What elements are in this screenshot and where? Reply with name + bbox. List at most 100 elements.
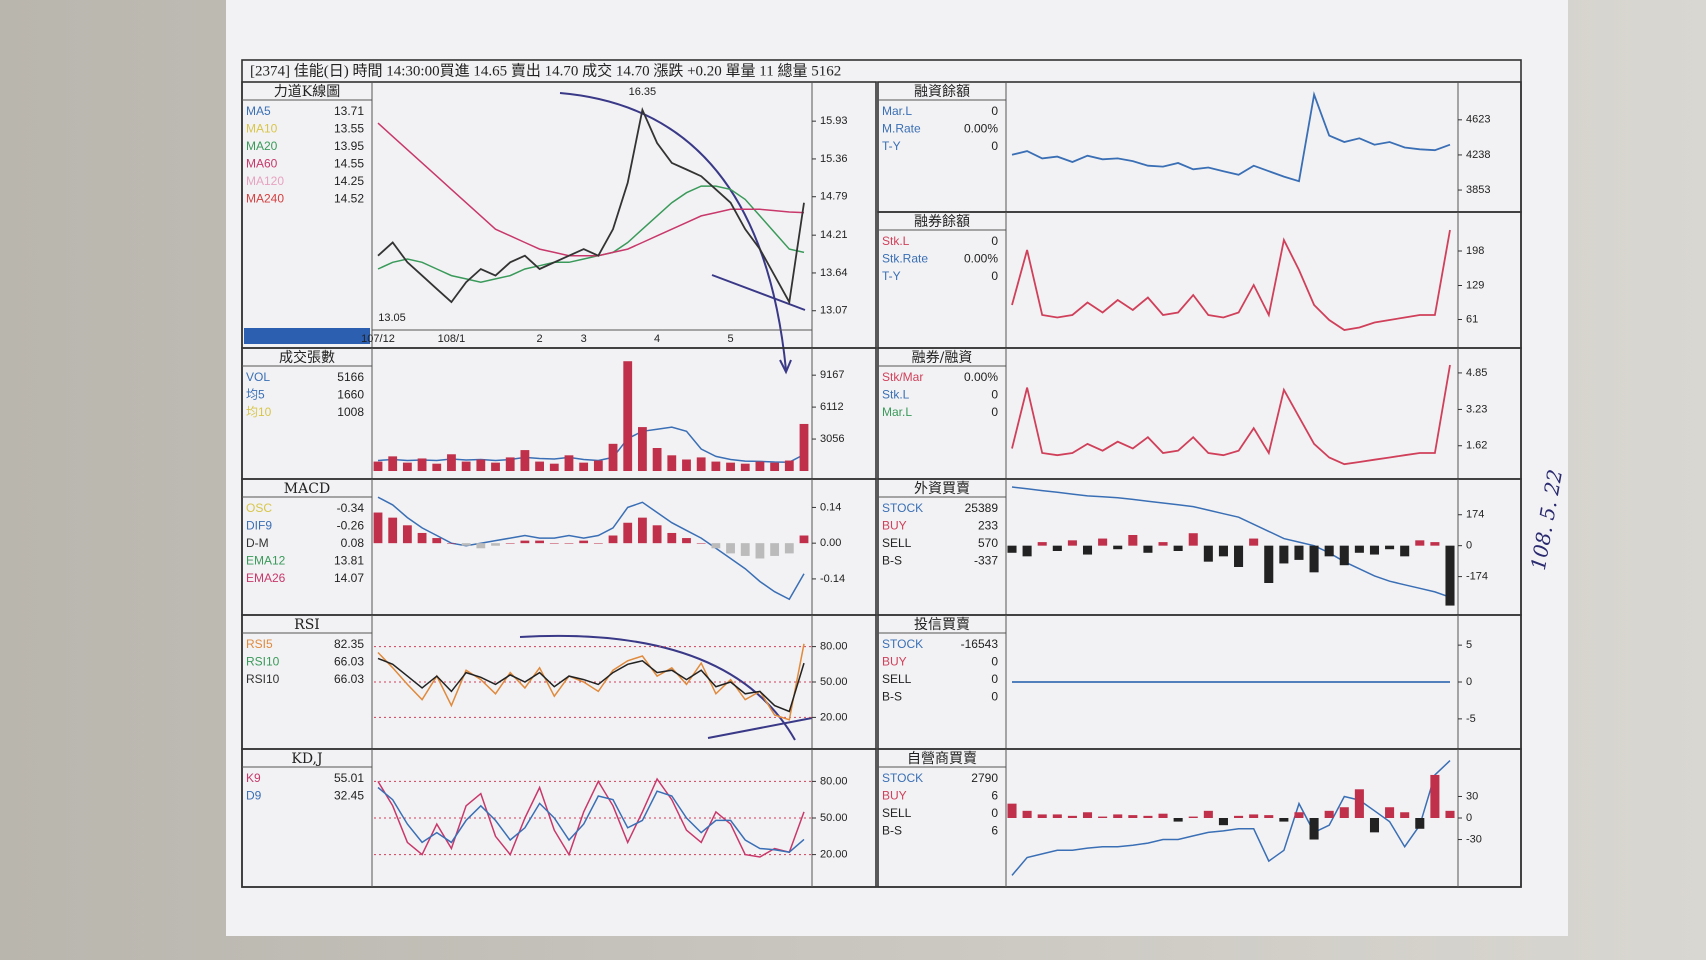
bar bbox=[770, 462, 780, 471]
bar bbox=[1445, 810, 1455, 818]
legend-name: BUY bbox=[882, 789, 907, 803]
bar bbox=[652, 525, 662, 544]
bar bbox=[682, 538, 691, 544]
bar bbox=[1430, 774, 1440, 818]
y-tick-label: 13.64 bbox=[820, 267, 848, 279]
bar bbox=[652, 448, 662, 471]
bar bbox=[1037, 814, 1047, 818]
bar bbox=[1279, 818, 1289, 822]
data-line bbox=[1011, 91, 1451, 183]
bar bbox=[1188, 533, 1198, 546]
bar bbox=[1082, 545, 1093, 555]
bar bbox=[696, 543, 706, 544]
bar bbox=[638, 517, 647, 544]
y-tick-label: 30 bbox=[1466, 790, 1478, 802]
legend-value: 0 bbox=[991, 405, 998, 419]
panel-title: 成交張數 bbox=[279, 349, 335, 366]
bar bbox=[564, 455, 574, 471]
panel-title: 投信買賣 bbox=[914, 617, 970, 633]
legend-value: 13.95 bbox=[334, 139, 364, 153]
bar bbox=[784, 543, 794, 554]
bar bbox=[505, 457, 515, 471]
bar bbox=[1430, 542, 1440, 546]
bar bbox=[373, 461, 383, 471]
bar bbox=[1264, 815, 1274, 818]
y-tick-label: 198 bbox=[1466, 245, 1484, 257]
bar bbox=[1173, 818, 1183, 822]
bar bbox=[1369, 545, 1380, 555]
bar bbox=[1339, 545, 1349, 566]
y-tick-label: 80.00 bbox=[820, 641, 848, 653]
hand-arrow-head bbox=[779, 359, 792, 375]
legend-name: SELL bbox=[882, 672, 912, 686]
legend-value: 0 bbox=[991, 234, 998, 248]
bar bbox=[505, 543, 515, 544]
legend-value: 0 bbox=[991, 690, 998, 704]
bar bbox=[1128, 535, 1138, 546]
bar bbox=[755, 543, 765, 559]
legend-name: STOCK bbox=[882, 771, 923, 785]
legend-name: T-Y bbox=[882, 269, 901, 283]
legend-name: MA120 bbox=[246, 174, 284, 188]
data-line bbox=[1011, 760, 1451, 876]
bar bbox=[564, 543, 574, 544]
bar bbox=[1400, 812, 1410, 818]
legend-value: 13.81 bbox=[334, 554, 364, 568]
panel-title: 力道K線圖 bbox=[274, 84, 340, 100]
bar bbox=[1369, 818, 1380, 833]
panel-title: 外資買賣 bbox=[914, 481, 970, 497]
data-line bbox=[1011, 364, 1451, 466]
legend-name: 均5 bbox=[246, 388, 265, 402]
price-bar-strip bbox=[244, 328, 370, 344]
bar bbox=[1188, 816, 1198, 818]
y-tick-label: 0 bbox=[1466, 812, 1472, 824]
bar bbox=[784, 460, 794, 471]
legend-value: 14.55 bbox=[334, 157, 364, 171]
bar bbox=[726, 543, 735, 554]
y-tick-label: 3056 bbox=[820, 433, 844, 445]
legend-name: MA10 bbox=[246, 122, 278, 136]
bar bbox=[579, 540, 589, 544]
hand-arrow bbox=[519, 634, 796, 741]
legend-value: 14.52 bbox=[334, 192, 364, 206]
legend-name: Stk.L bbox=[882, 388, 910, 402]
legend-value: 233 bbox=[978, 519, 998, 533]
bar bbox=[1234, 815, 1244, 818]
legend-name: B-S bbox=[882, 824, 902, 838]
bar bbox=[402, 462, 412, 471]
bar bbox=[549, 463, 559, 471]
x-tick-label: 107/12 bbox=[361, 333, 395, 345]
bar bbox=[667, 455, 677, 471]
legend-name: MA240 bbox=[246, 192, 284, 206]
bar bbox=[1309, 818, 1319, 840]
bar bbox=[476, 543, 486, 549]
y-tick-label: -0.14 bbox=[820, 573, 845, 585]
legend-value: 570 bbox=[978, 536, 998, 550]
y-tick-label: 14.21 bbox=[820, 229, 848, 241]
bar bbox=[432, 463, 442, 471]
bar bbox=[1158, 813, 1168, 818]
legend-name: BUY bbox=[882, 519, 907, 533]
bar bbox=[1022, 810, 1032, 818]
bar bbox=[1415, 818, 1425, 829]
bar bbox=[1007, 545, 1017, 553]
panel-title: 融券餘額 bbox=[914, 213, 970, 230]
bar bbox=[388, 456, 398, 471]
x-tick-label: 3 bbox=[581, 333, 587, 345]
y-tick-label: 174 bbox=[1466, 509, 1484, 521]
bar bbox=[1143, 815, 1153, 818]
bar bbox=[535, 461, 544, 471]
bar bbox=[491, 543, 500, 546]
y-tick-label: 13.07 bbox=[820, 305, 848, 317]
bar bbox=[1385, 807, 1395, 818]
hand-annotations bbox=[519, 92, 813, 741]
legend-name: MA5 bbox=[246, 104, 271, 118]
bar bbox=[623, 361, 633, 471]
bar bbox=[1445, 545, 1455, 606]
legend-name: B-S bbox=[882, 690, 902, 704]
data-line bbox=[377, 122, 805, 257]
y-tick-label: 0 bbox=[1466, 540, 1472, 552]
bar bbox=[402, 525, 412, 544]
